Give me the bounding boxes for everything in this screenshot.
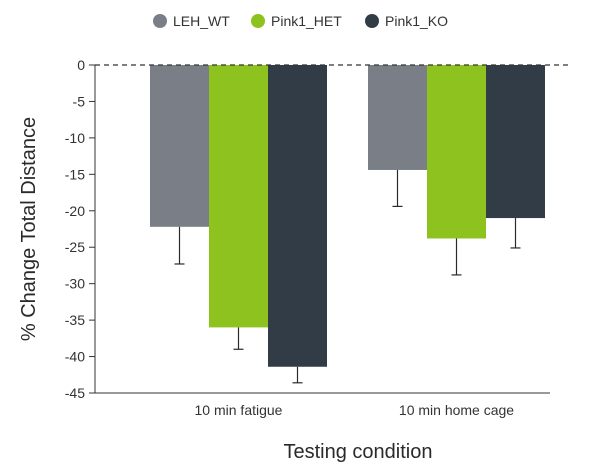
bar-leh-wt-1 (368, 65, 427, 170)
error-bars (174, 169, 521, 384)
bar-pink1-het-0 (209, 65, 268, 328)
x-category-label: 10 min home cage (399, 402, 514, 418)
error-bar (292, 366, 303, 384)
legend-swatch-icon (251, 14, 265, 28)
y-tick-label: -30 (65, 276, 85, 292)
y-tick-label: -45 (65, 385, 85, 401)
bars (150, 65, 545, 367)
legend-swatch-icon (365, 14, 379, 28)
category-labels: 10 min fatigue 10 min home cage (195, 402, 515, 418)
error-bar (510, 218, 521, 249)
legend-item: Pink1_HET (251, 13, 342, 29)
bar-pink1-het-1 (427, 65, 486, 239)
error-bar (392, 169, 403, 208)
x-axis-title: Testing condition (284, 441, 433, 463)
legend-item: Pink1_KO (365, 13, 448, 29)
bar-pink1-ko-0 (268, 65, 327, 367)
legend: LEH_WT Pink1_HET Pink1_KO (153, 13, 448, 29)
y-tick-label: -15 (65, 166, 85, 182)
y-tick-label: -25 (65, 239, 85, 255)
legend-label: LEH_WT (173, 13, 230, 29)
y-tick-label: -35 (65, 312, 85, 328)
y-tick-label: -10 (65, 130, 85, 146)
y-tick-label: -40 (65, 349, 85, 365)
legend-label: Pink1_HET (271, 13, 342, 29)
bar-leh-wt-0 (150, 65, 209, 227)
y-axis-title: % Change Total Distance (18, 117, 40, 341)
y-tick-label: 0 (77, 57, 85, 73)
error-bar (174, 226, 185, 265)
y-tick-label: -5 (73, 93, 86, 109)
x-category-label: 10 min fatigue (195, 402, 283, 418)
bar-pink1-ko-1 (486, 65, 545, 219)
legend-label: Pink1_KO (385, 13, 448, 29)
y-tick-label: -20 (65, 203, 85, 219)
legend-swatch-icon (153, 14, 167, 28)
error-bar (451, 238, 462, 276)
y-ticks: 0 -5 -10 -15 -20 -25 -30 -35 -40 -45 (65, 57, 95, 401)
legend-item: LEH_WT (153, 13, 230, 29)
error-bar (233, 327, 244, 350)
